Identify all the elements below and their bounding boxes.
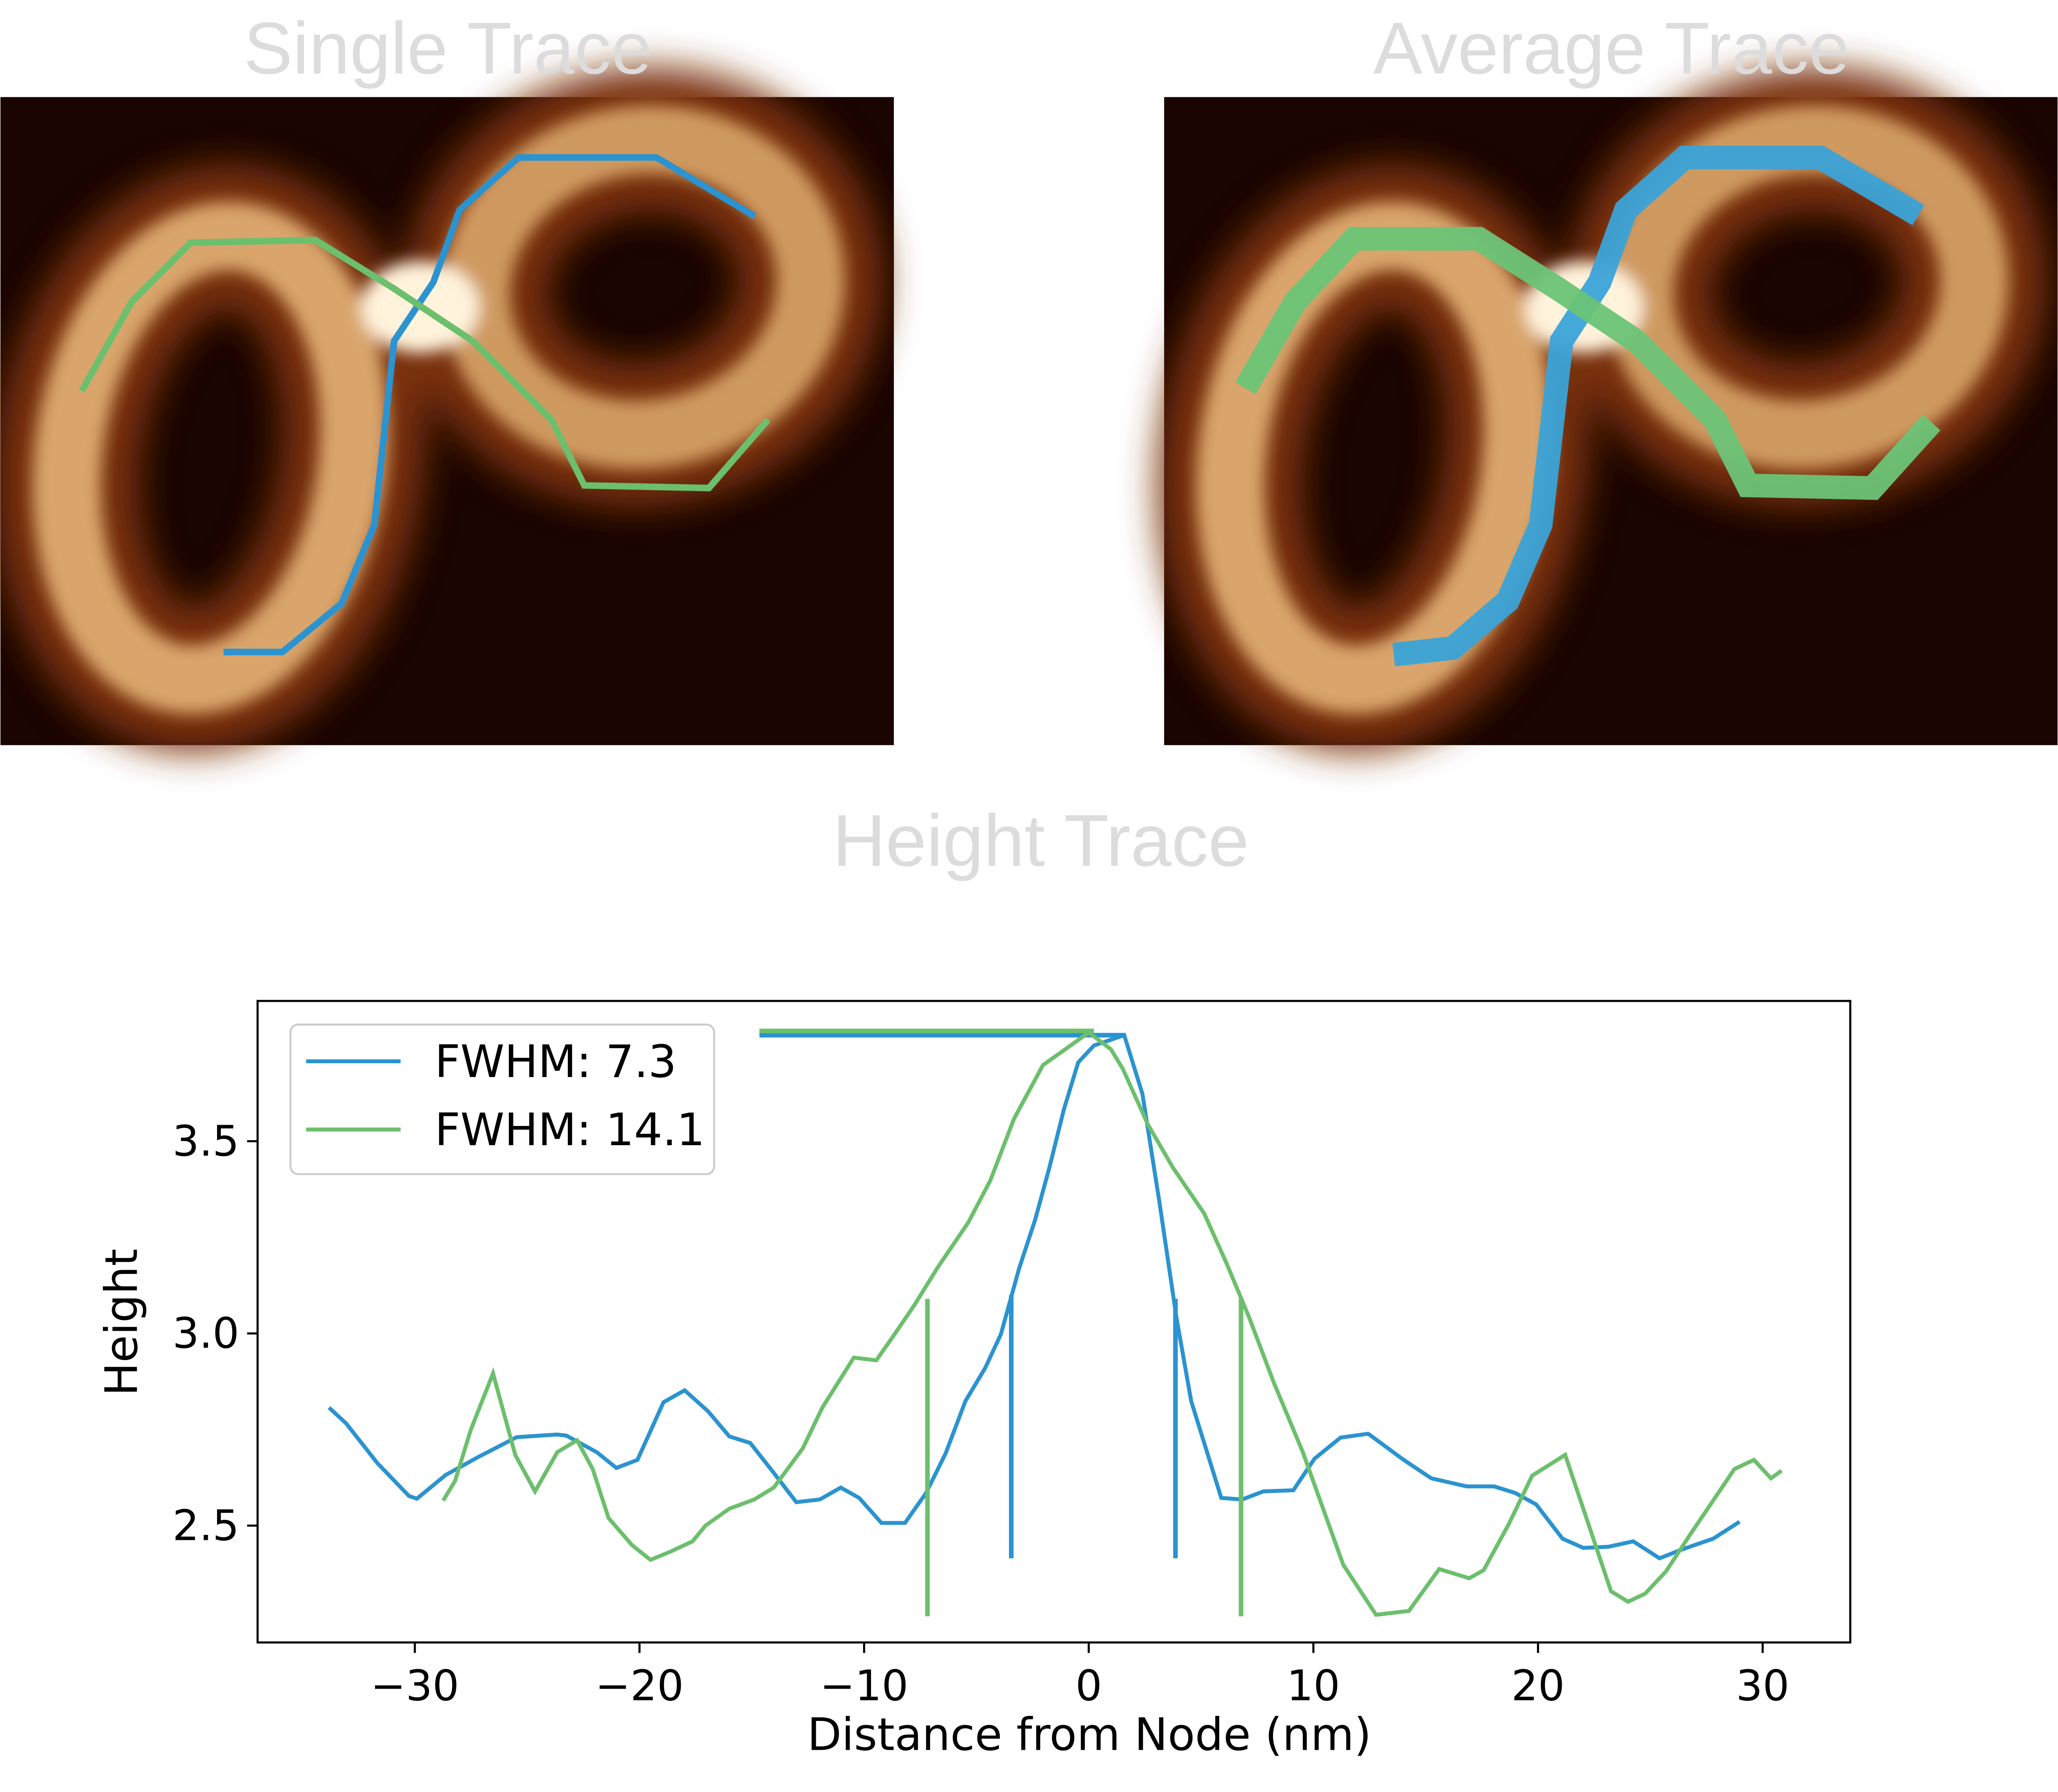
- data-line: [441, 1030, 1783, 1617]
- y-axis-label: Height: [96, 1248, 148, 1396]
- x-tick-label: 0: [1075, 1661, 1102, 1710]
- panel-title: Single Trace: [244, 8, 652, 89]
- legend-label: FWHM: 14.1: [435, 1104, 705, 1156]
- data-line: [327, 1032, 1741, 1561]
- image-panel: [0, 97, 894, 745]
- panel-title: Average Trace: [1373, 8, 1849, 89]
- x-tick-label: 20: [1512, 1661, 1565, 1710]
- y-tick-label: 3.5: [172, 1117, 239, 1166]
- image-panel: [1164, 97, 2058, 745]
- y-tick-label: 3.0: [172, 1309, 239, 1358]
- plot-frame: [256, 1000, 1851, 1644]
- x-tick-label: 30: [1736, 1661, 1790, 1710]
- x-axis-label: Distance from Node (nm): [807, 1709, 1371, 1761]
- chart-title: Height Trace: [832, 800, 1249, 882]
- legend-label: FWHM: 7.3: [435, 1036, 677, 1088]
- x-tick-label: 10: [1287, 1661, 1340, 1710]
- x-tick-label: −20: [595, 1661, 684, 1710]
- x-tick-label: −30: [370, 1661, 459, 1710]
- x-tick-label: −10: [820, 1661, 909, 1710]
- y-tick-label: 2.5: [172, 1501, 239, 1550]
